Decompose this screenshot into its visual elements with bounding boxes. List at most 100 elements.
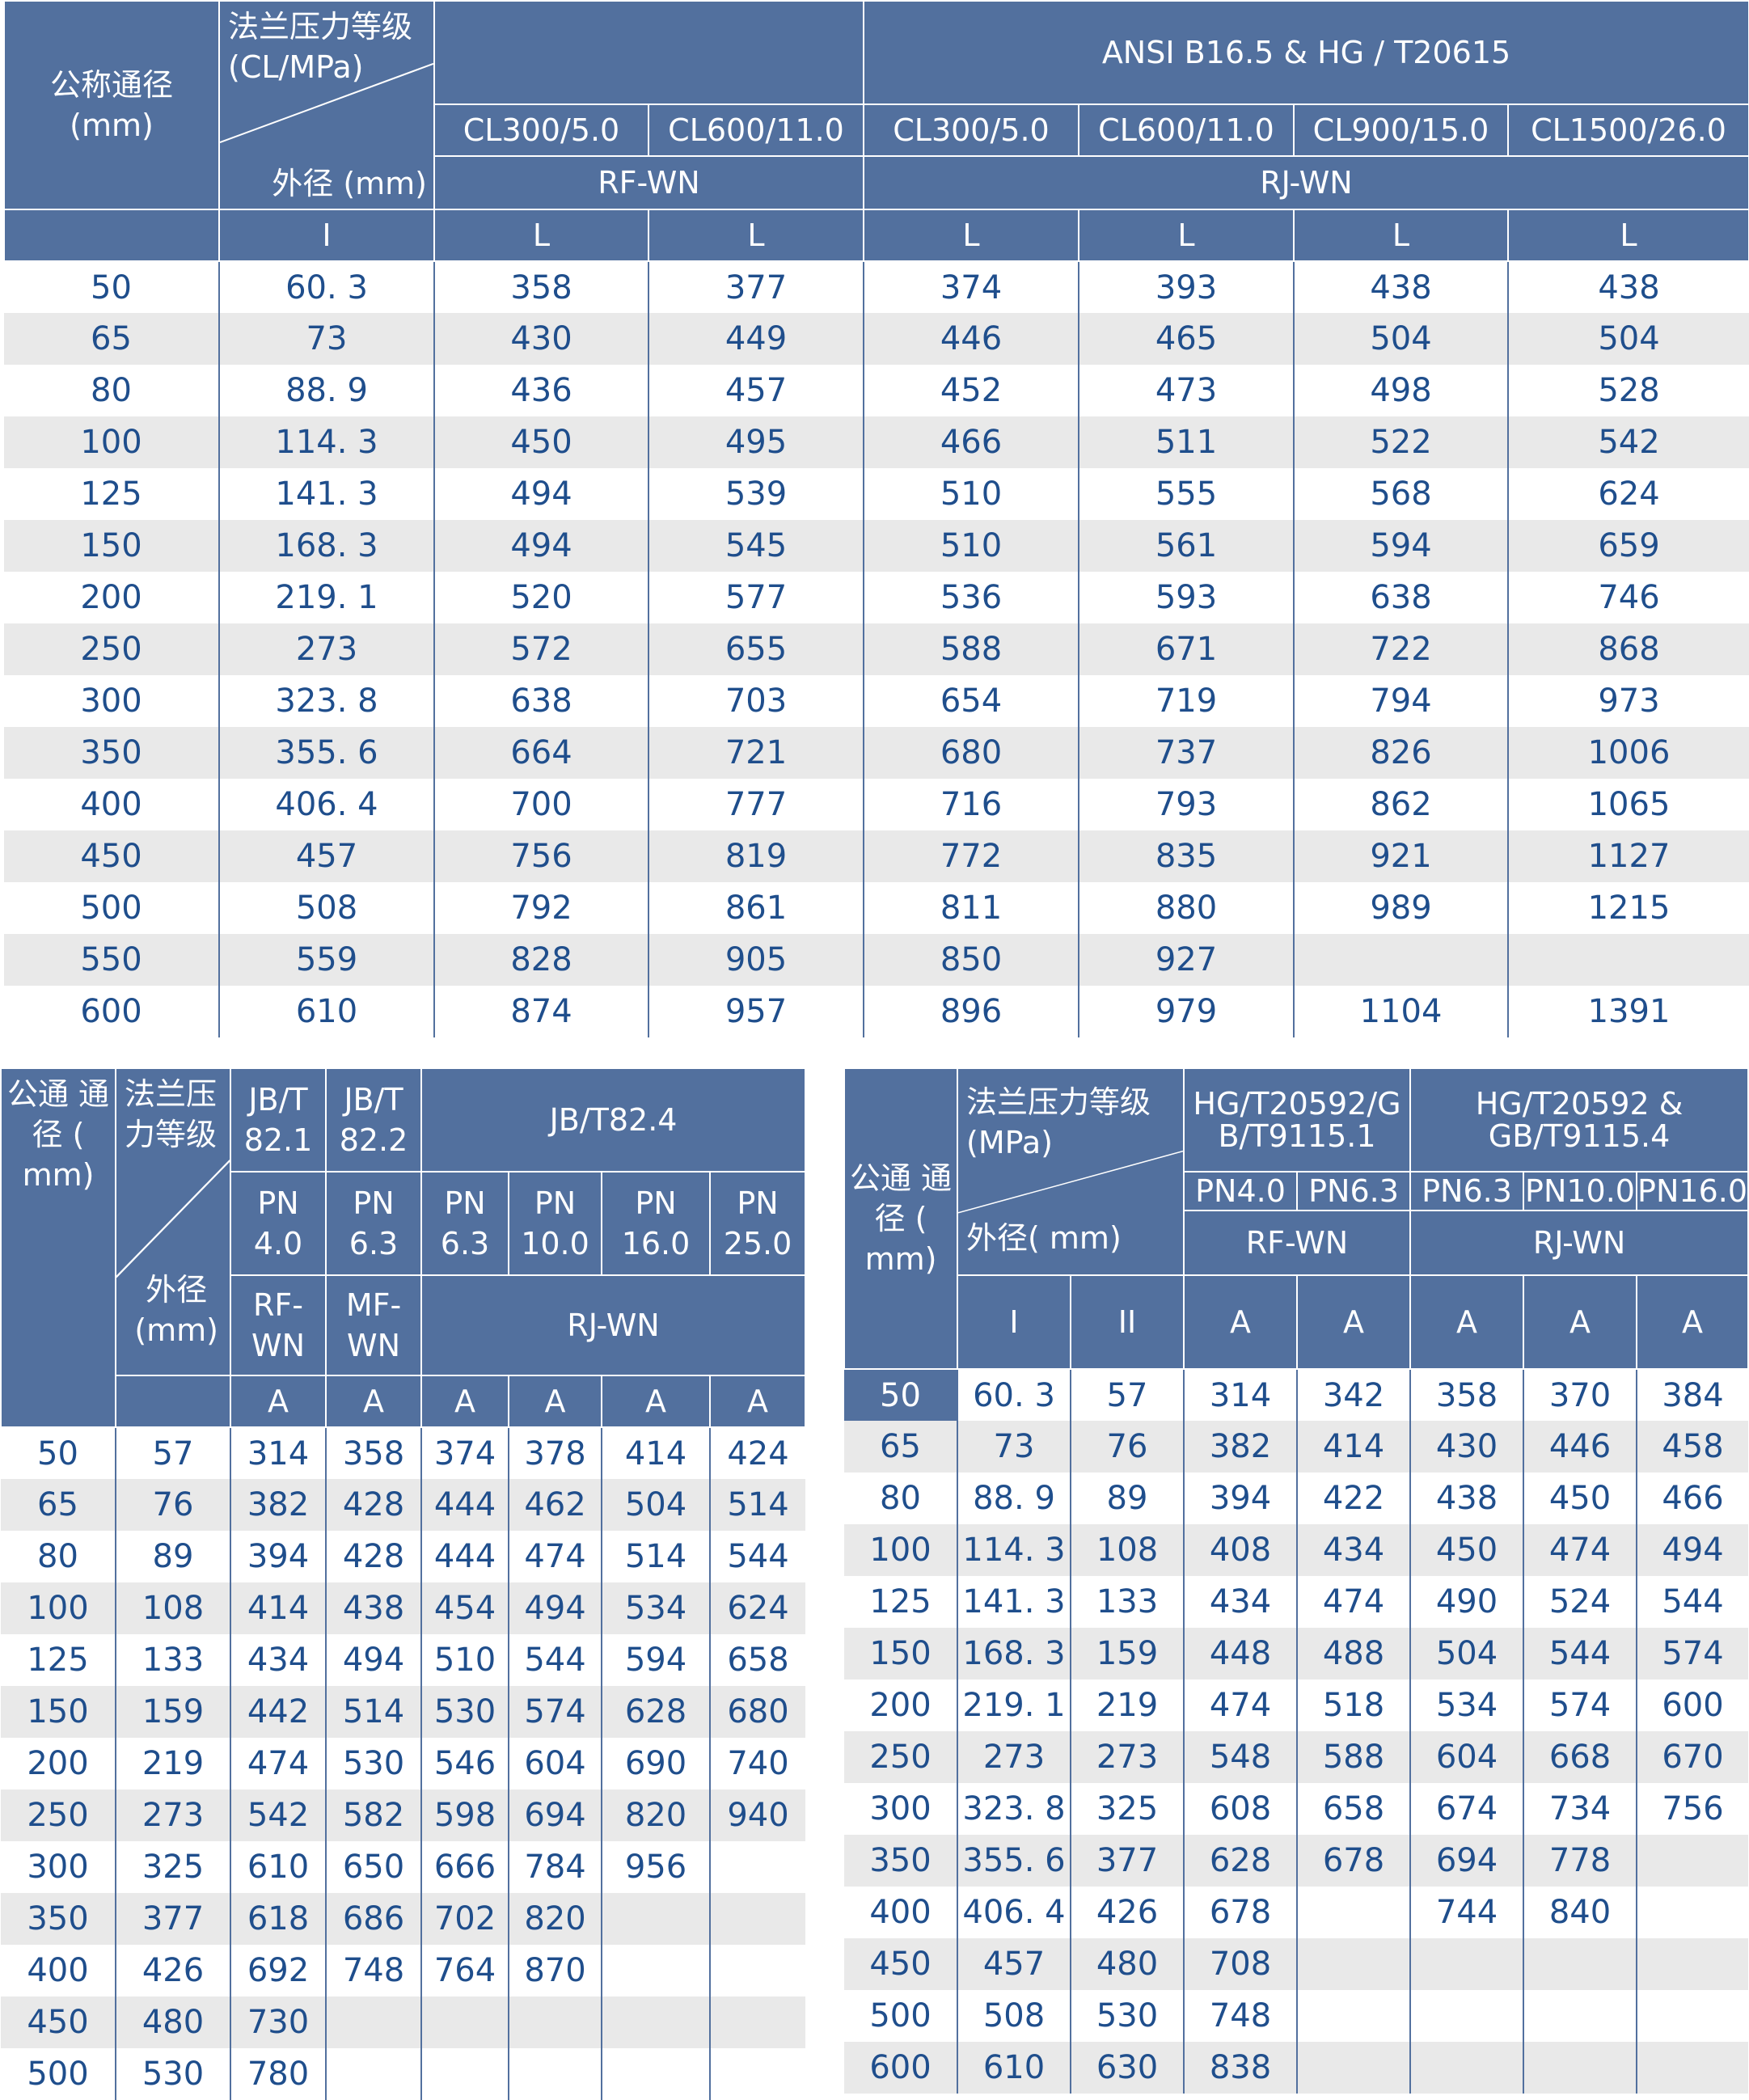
value-cell: 488	[1295, 1628, 1411, 1680]
pn-header: PN 10.0	[508, 1171, 602, 1276]
value-cell: 466	[1636, 1473, 1749, 1524]
value-cell: 473	[1078, 365, 1294, 416]
value-cell: 73	[218, 313, 434, 365]
value-cell: 794	[1293, 675, 1508, 727]
value-cell: 428	[325, 1479, 421, 1531]
value-cell: 671	[1078, 623, 1294, 675]
blank-header	[115, 1375, 231, 1428]
value-cell: 703	[648, 675, 864, 727]
value-cell: 610	[218, 986, 434, 1037]
table-row: 80 88. 9 89 394 422 438 450 466	[844, 1473, 1749, 1524]
value-cell: 574	[1523, 1680, 1637, 1731]
value-cell: 655	[648, 623, 864, 675]
value-cell: 1065	[1507, 779, 1749, 830]
standard-header: JB/T 82.1	[230, 1067, 327, 1173]
value-cell: 141. 3	[218, 468, 434, 520]
value-cell	[1409, 1938, 1524, 1990]
value-cell: 896	[863, 986, 1079, 1037]
table-row: 600 610 630 838	[844, 2042, 1749, 2094]
class-header: CL1500/26.0	[1507, 104, 1749, 157]
value-cell: 446	[863, 313, 1079, 365]
outer-diameter-label: 外径 (mm)	[272, 166, 427, 201]
value-cell: 57	[1070, 1369, 1184, 1421]
value-cell: 694	[508, 1789, 602, 1841]
value-cell: 819	[648, 830, 864, 882]
value-cell: 434	[230, 1634, 326, 1686]
value-cell: 840	[1523, 1887, 1637, 1938]
table-row: 600 610 874 957 896 979 1104 1391	[4, 986, 1749, 1037]
value-cell: 654	[863, 675, 1079, 727]
value-cell: 630	[1070, 2042, 1184, 2094]
value-cell: 608	[1183, 1783, 1297, 1835]
value-cell: 921	[1293, 830, 1508, 882]
nominal-size-cell: 250	[844, 1731, 957, 1783]
value-cell: 108	[1070, 1524, 1184, 1576]
value-cell: 692	[230, 1945, 326, 1996]
nominal-diameter-header: 公称通径 (mm)	[3, 0, 220, 210]
table-row: 300 323. 8 638 703 654 719 794 973	[4, 675, 1749, 727]
value-cell: 740	[708, 1738, 806, 1789]
value-cell: 1391	[1507, 986, 1749, 1037]
value-cell: 450	[1523, 1473, 1637, 1524]
value-cell	[1295, 2042, 1411, 2094]
nominal-size-cell: 80	[37, 1538, 78, 1575]
value-cell: 604	[1409, 1731, 1524, 1783]
value-cell: 457	[957, 1938, 1071, 1990]
value-cell: 638	[433, 675, 648, 727]
value-cell: 494	[325, 1634, 421, 1686]
value-cell: 108	[115, 1582, 230, 1634]
table-row: 450 480 730	[1, 1996, 806, 2048]
value-cell: 530	[325, 1738, 421, 1789]
flange-table-hg: 公通 通 径 ( mm) 法兰压力等级 (MPa) 外径( mm) HG/T20…	[843, 1067, 1749, 2094]
value-cell: 490	[1409, 1576, 1524, 1628]
value-cell: 610	[957, 2042, 1071, 2094]
flange-table-ansi: 公称通径 (mm) 法兰压力等级 (CL/MPa) 外径 (mm) ANSI B…	[3, 0, 1749, 1037]
value-cell: 536	[863, 572, 1079, 623]
nominal-size-cell: 350	[1, 1893, 116, 1945]
value-cell: 678	[1183, 1887, 1297, 1938]
value-cell: 414	[601, 1427, 710, 1479]
value-cell: 593	[1078, 572, 1294, 623]
value-cell: 424	[708, 1427, 806, 1479]
value-cell: 89	[115, 1531, 230, 1582]
table-row: 125 141. 3 133 434 474 490 524 544	[844, 1576, 1749, 1628]
value-cell: 511	[1078, 416, 1294, 468]
value-cell: 548	[1183, 1731, 1297, 1783]
value-cell: 514	[325, 1686, 421, 1738]
value-cell: 495	[648, 416, 864, 468]
value-cell: 811	[863, 882, 1079, 934]
pressure-class-label: 法兰压 力等级	[125, 1076, 218, 1152]
value-cell: 588	[863, 623, 1079, 675]
value-cell	[1523, 1938, 1637, 1990]
nominal-size-cell: 100	[844, 1524, 957, 1576]
value-cell	[708, 1893, 806, 1945]
table-row: 250 273 542 582 598 694 820 940	[1, 1789, 806, 1841]
standard-header: JB/T82.4	[420, 1067, 807, 1173]
sub-header: A	[1409, 1274, 1525, 1370]
value-cell: 624	[1507, 468, 1749, 520]
blank-header	[3, 209, 220, 262]
table-row: 200 219. 1 520 577 536 593 638 746	[4, 572, 1749, 623]
value-cell: 522	[1293, 416, 1508, 468]
value-cell: 826	[1293, 727, 1508, 779]
value-cell: 355. 6	[957, 1835, 1071, 1887]
value-cell: 414	[230, 1582, 326, 1634]
face-type-header: RJ-WN	[420, 1274, 807, 1376]
nominal-size-cell: 550	[4, 934, 219, 986]
value-cell: 434	[1295, 1524, 1411, 1576]
sub-header: A	[601, 1375, 711, 1428]
value-cell: 466	[863, 416, 1079, 468]
table-row: 500 530 780	[1, 2048, 806, 2100]
pn-header: PN 6.3	[420, 1171, 509, 1276]
value-cell: 377	[1070, 1835, 1184, 1887]
table-row: 50 57 314 358 374 378 414 424	[1, 1427, 806, 1479]
value-cell: 670	[1636, 1731, 1749, 1783]
nominal-size-cell: 350	[844, 1835, 957, 1887]
value-cell: 474	[508, 1531, 602, 1582]
value-cell: 434	[1183, 1576, 1297, 1628]
table-row: 65 76 382 428 444 462 504 514	[1, 1479, 806, 1531]
value-cell: 530	[420, 1686, 509, 1738]
value-cell: 577	[648, 572, 864, 623]
value-cell: 494	[1636, 1524, 1749, 1576]
value-cell: 314	[230, 1427, 326, 1479]
